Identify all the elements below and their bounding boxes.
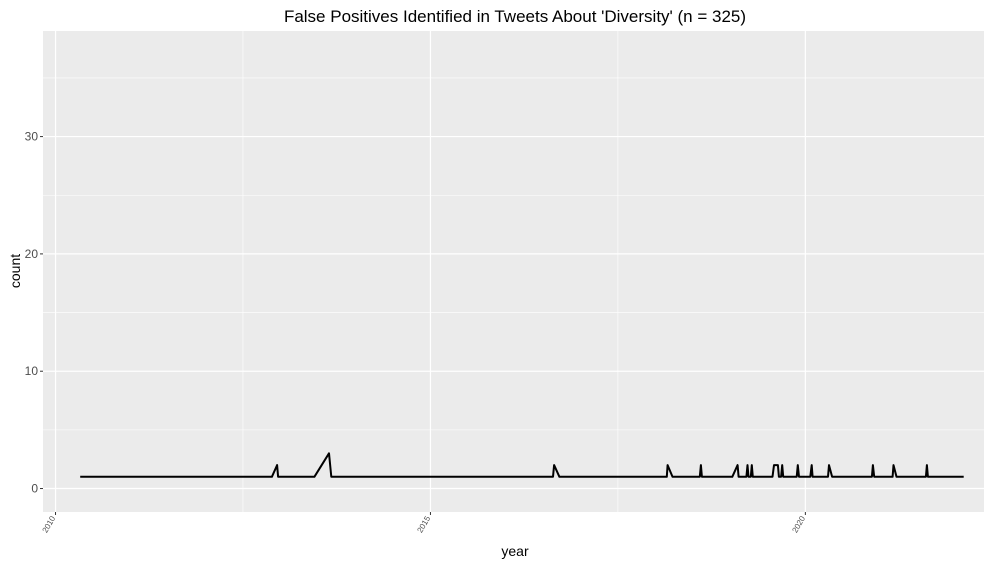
x-tick-label: 2010 [41,514,58,534]
y-tick-label: 30 [25,130,39,144]
y-axis-ticks: 0 10 20 30 [25,130,43,496]
y-tick-label: 10 [25,364,39,378]
y-axis-title: count [7,254,23,288]
x-tick-label: 2015 [415,514,432,534]
plot-panel [43,31,984,512]
chart-title: False Positives Identified in Tweets Abo… [284,7,746,26]
x-axis-ticks: 2010 2015 2020 [41,512,807,534]
minor-grid [43,31,984,512]
major-grid [43,31,984,512]
x-axis-title: year [501,543,529,559]
series-line [80,452,964,478]
y-tick-label: 0 [31,482,38,496]
x-tick-label: 2020 [790,514,807,534]
y-tick-label: 20 [25,247,39,261]
